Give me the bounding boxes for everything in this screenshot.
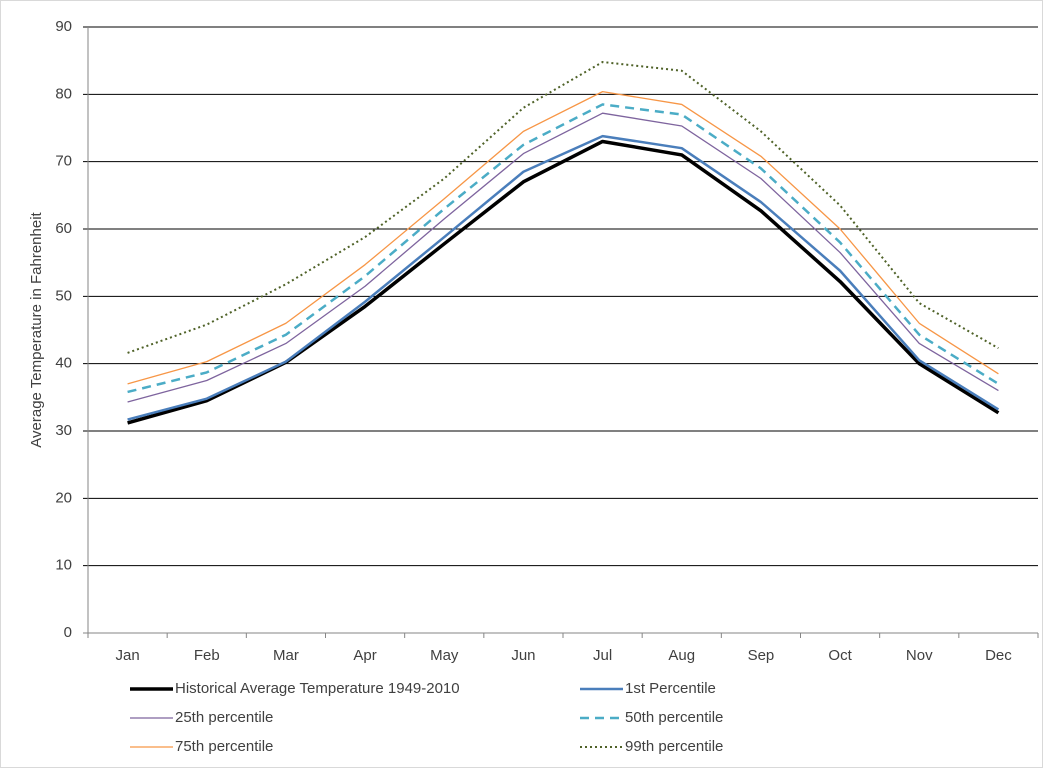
series-line [127, 134, 1000, 421]
y-tick-label: 0 [64, 624, 72, 641]
y-tick-label: 10 [55, 557, 72, 574]
x-tick-label: Oct [828, 647, 852, 664]
legend-label: Historical Average Temperature 1949-2010 [175, 680, 460, 697]
x-tick-label: May [430, 647, 459, 664]
legend-label: 99th percentile [625, 738, 723, 755]
series-line [127, 112, 999, 403]
x-tick-label: Dec [985, 647, 1012, 664]
y-tick-label: 20 [55, 489, 72, 506]
y-axis-title: Average Temperature in Fahrenheit [28, 211, 45, 447]
legend-label: 25th percentile [175, 709, 273, 726]
x-tick-label: Nov [906, 647, 933, 664]
x-tick-label: Sep [748, 647, 775, 664]
x-tick-label: Aug [668, 647, 695, 664]
y-tick-label: 40 [55, 355, 72, 372]
x-tick-label: Jun [511, 647, 535, 664]
x-tick-label: Jan [115, 647, 139, 664]
series-line [127, 61, 999, 354]
legend-label: 1st Percentile [625, 680, 716, 697]
legend-label: 75th percentile [175, 738, 273, 755]
series-line [127, 90, 999, 385]
legend-label: 50th percentile [625, 709, 723, 726]
y-tick-label: 50 [55, 287, 72, 304]
series-line [127, 103, 1000, 394]
y-tick-label: 30 [55, 422, 72, 439]
x-tick-label: Mar [273, 647, 299, 664]
y-tick-label: 80 [55, 85, 72, 102]
x-tick-label: Jul [593, 647, 612, 664]
y-tick-label: 90 [55, 18, 72, 35]
x-tick-label: Feb [194, 647, 220, 664]
x-tick-label: Apr [353, 647, 376, 664]
y-tick-label: 60 [55, 220, 72, 237]
y-tick-label: 70 [55, 153, 72, 170]
